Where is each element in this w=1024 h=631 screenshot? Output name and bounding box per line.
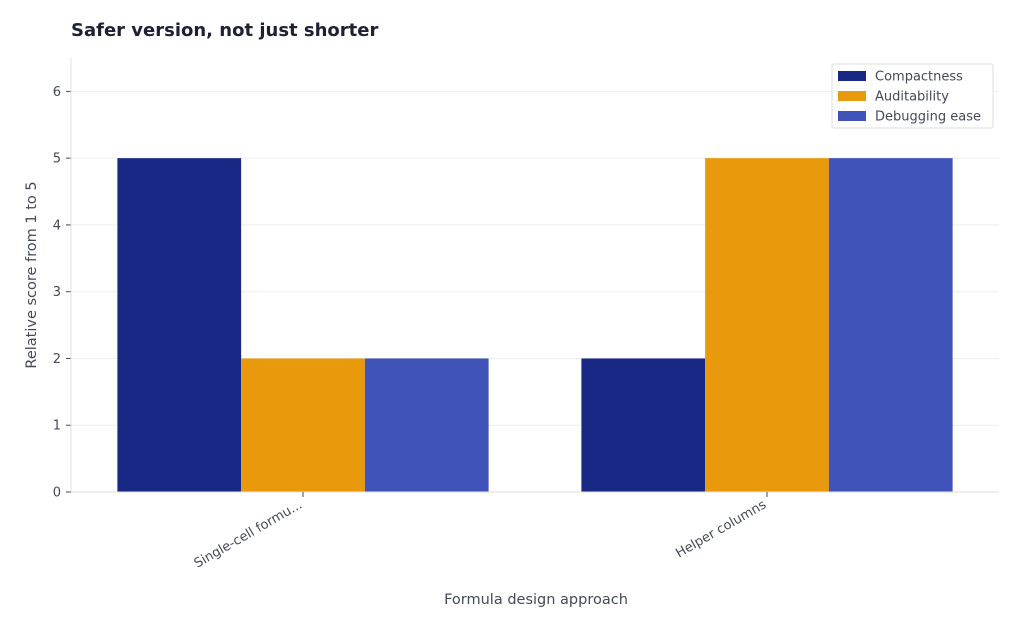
x-tick-label: Helper columns [673, 497, 769, 561]
legend-label: Compactness [875, 70, 963, 85]
bar-auditability [241, 358, 365, 492]
legend-swatch [838, 71, 866, 81]
chart-title: Safer version, not just shorter [71, 20, 379, 41]
x-axis-title: Formula design approach [444, 592, 628, 608]
y-tick-label: 5 [53, 152, 61, 167]
y-tick-label: 1 [53, 419, 61, 434]
legend-label: Debugging ease [875, 110, 981, 125]
x-tick-label: Single-cell formu... [192, 497, 305, 571]
legend-swatch [838, 91, 866, 101]
bar-auditability [705, 158, 829, 492]
y-tick-label: 4 [53, 218, 61, 233]
y-tick-label: 6 [53, 85, 61, 100]
axes [70, 58, 999, 497]
legend-swatch [838, 111, 866, 121]
y-tick-label: 3 [53, 285, 61, 300]
bar-debugging-ease [828, 158, 953, 492]
legend-label: Auditability [875, 90, 949, 105]
bar-compactness [117, 158, 242, 492]
x-tick-labels: Single-cell formu... Helper columns [192, 497, 769, 571]
bar-compactness [581, 358, 706, 492]
legend: Compactness Auditability Debugging ease [831, 63, 994, 129]
bars [117, 158, 953, 492]
legend-frame [831, 63, 994, 129]
y-tick-label: 2 [53, 352, 61, 367]
bar-debugging-ease [364, 358, 489, 492]
y-tick-labels: 0 1 2 3 4 5 6 [53, 85, 61, 501]
y-axis-title: Relative score from 1 to 5 [24, 181, 40, 368]
y-tick-label: 0 [53, 486, 61, 501]
